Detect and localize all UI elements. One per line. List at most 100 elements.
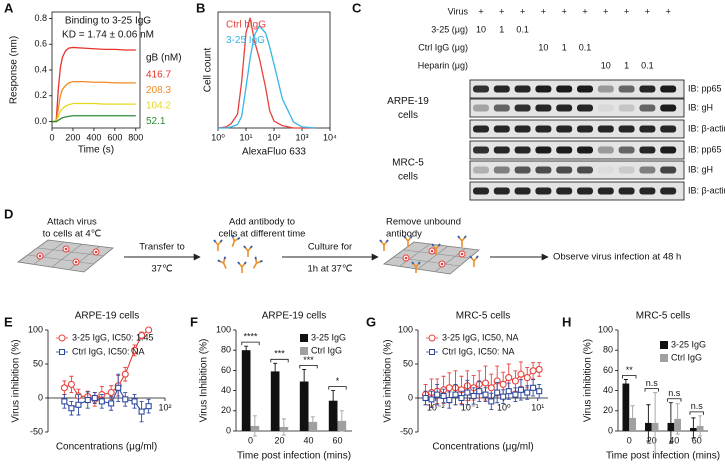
blot-band xyxy=(514,85,531,93)
marker xyxy=(535,365,543,373)
blot-header-label: 3-25 (μg) xyxy=(431,24,468,34)
panel-label: A xyxy=(4,0,14,15)
legend-label: 3-25 IgG xyxy=(311,332,346,342)
blot-header-cell: 0.1 xyxy=(516,24,529,34)
marker xyxy=(482,391,489,398)
blot-band xyxy=(639,125,656,133)
x-axis-label: Concentrations (μg/ml) xyxy=(56,442,157,453)
y-tick-label: 0.4 xyxy=(34,64,47,74)
y-axis-label: Cell count xyxy=(203,48,214,93)
probe-label: IB: pp65 xyxy=(688,144,722,154)
chart-title: Binding to 3-25 IgG xyxy=(65,16,151,27)
error-bar xyxy=(623,379,628,389)
x-tick-label: 20 xyxy=(274,435,284,445)
marker xyxy=(500,393,507,400)
marker xyxy=(121,370,129,378)
panel-label: B xyxy=(196,0,205,15)
marker xyxy=(505,388,512,395)
error-bar xyxy=(698,415,703,437)
blot-band xyxy=(597,187,614,195)
legend-label: 3-25 IgG, IC50: 1.45 xyxy=(72,332,154,342)
annotation: n.s xyxy=(691,401,704,411)
blot-band xyxy=(556,146,573,154)
significance-bracket xyxy=(644,388,659,392)
x-tick-label: 10² xyxy=(158,402,171,412)
marker xyxy=(481,379,490,387)
marker xyxy=(434,391,441,398)
blot-band xyxy=(535,104,552,112)
y-tick-label: 100 xyxy=(398,324,413,334)
blot-header-cell: 10 xyxy=(476,24,486,34)
blot-header-cell: + xyxy=(582,6,587,16)
blot-band xyxy=(514,125,531,133)
y-tick-label: 60 xyxy=(603,365,613,375)
legend-swatch xyxy=(660,341,668,349)
y-tick-label: 100 xyxy=(598,324,613,334)
series-line xyxy=(52,46,136,123)
marker xyxy=(452,391,459,398)
x-tick-label: 10⁴ xyxy=(323,132,337,142)
error-bar xyxy=(691,417,696,439)
arrow-text: Culture for xyxy=(308,242,352,253)
panel-label: C xyxy=(352,0,362,15)
x-tick-label: 0 xyxy=(49,132,54,142)
blot-band xyxy=(556,125,573,133)
annotation: **** xyxy=(243,332,258,342)
blot-band xyxy=(514,146,531,154)
error-bar xyxy=(273,362,278,380)
legend-label: 416.7 xyxy=(146,70,171,81)
bar xyxy=(328,400,338,431)
panel-label: F xyxy=(190,314,198,329)
blot-header-cell: + xyxy=(603,6,608,16)
y-axis-label: Virus inhibition (%) xyxy=(383,339,394,422)
blot-band xyxy=(597,85,614,93)
blot-band xyxy=(597,146,614,154)
legend-label: 3-25 IgG xyxy=(226,35,265,46)
y-tick-label: 0 xyxy=(38,392,43,402)
annotation: ** xyxy=(626,365,634,375)
blot-band xyxy=(660,166,677,174)
marker xyxy=(108,400,115,407)
blot-band xyxy=(577,146,593,154)
chart-title: MRC-5 cells xyxy=(456,311,510,322)
error-bar xyxy=(630,405,635,431)
y-tick-label: 0 xyxy=(608,425,613,435)
legend-title: gB (nM) xyxy=(146,53,182,64)
blot-band xyxy=(493,187,510,195)
blot-band xyxy=(556,85,573,93)
blot-band xyxy=(473,104,489,112)
bar xyxy=(270,371,280,431)
marker xyxy=(458,394,465,402)
y-tick-label: 0.8 xyxy=(34,13,47,23)
blot-band xyxy=(597,125,614,133)
blot-band xyxy=(535,146,552,154)
x-tick-label: 40 xyxy=(669,435,679,445)
error-bar xyxy=(339,410,344,432)
y-tick-label: -50 xyxy=(30,426,43,436)
blot-header-cell: + xyxy=(562,6,567,16)
blot-band xyxy=(473,125,489,133)
blot-header-cell: + xyxy=(645,6,650,16)
x-tick-label: 10⁰ xyxy=(497,402,511,412)
y-tick-label: 0.6 xyxy=(34,39,47,49)
legend-label: 3-25 IgG, IC50, NA xyxy=(442,332,519,342)
blot-band xyxy=(660,125,677,133)
blot-band xyxy=(639,104,656,112)
y-tick-label: 100 xyxy=(28,324,43,334)
chart-title: MRC-5 cells xyxy=(636,311,690,322)
bar xyxy=(241,350,251,431)
x-tick-label: 10¹ xyxy=(531,402,544,412)
marker xyxy=(511,377,519,385)
marker xyxy=(494,389,501,396)
step-text: cells at different time xyxy=(219,229,306,240)
blot-band xyxy=(660,146,677,154)
y-tick-label: 80 xyxy=(603,345,613,355)
y-tick-label: 0 xyxy=(226,425,231,435)
panel-label: G xyxy=(366,314,376,329)
blot-band xyxy=(618,146,635,154)
annotation: * xyxy=(336,376,340,386)
blot-band xyxy=(535,187,552,195)
error-bar xyxy=(653,392,658,454)
cell-line-label: MRC-5 xyxy=(392,158,424,169)
step-text: antibody xyxy=(386,229,422,240)
